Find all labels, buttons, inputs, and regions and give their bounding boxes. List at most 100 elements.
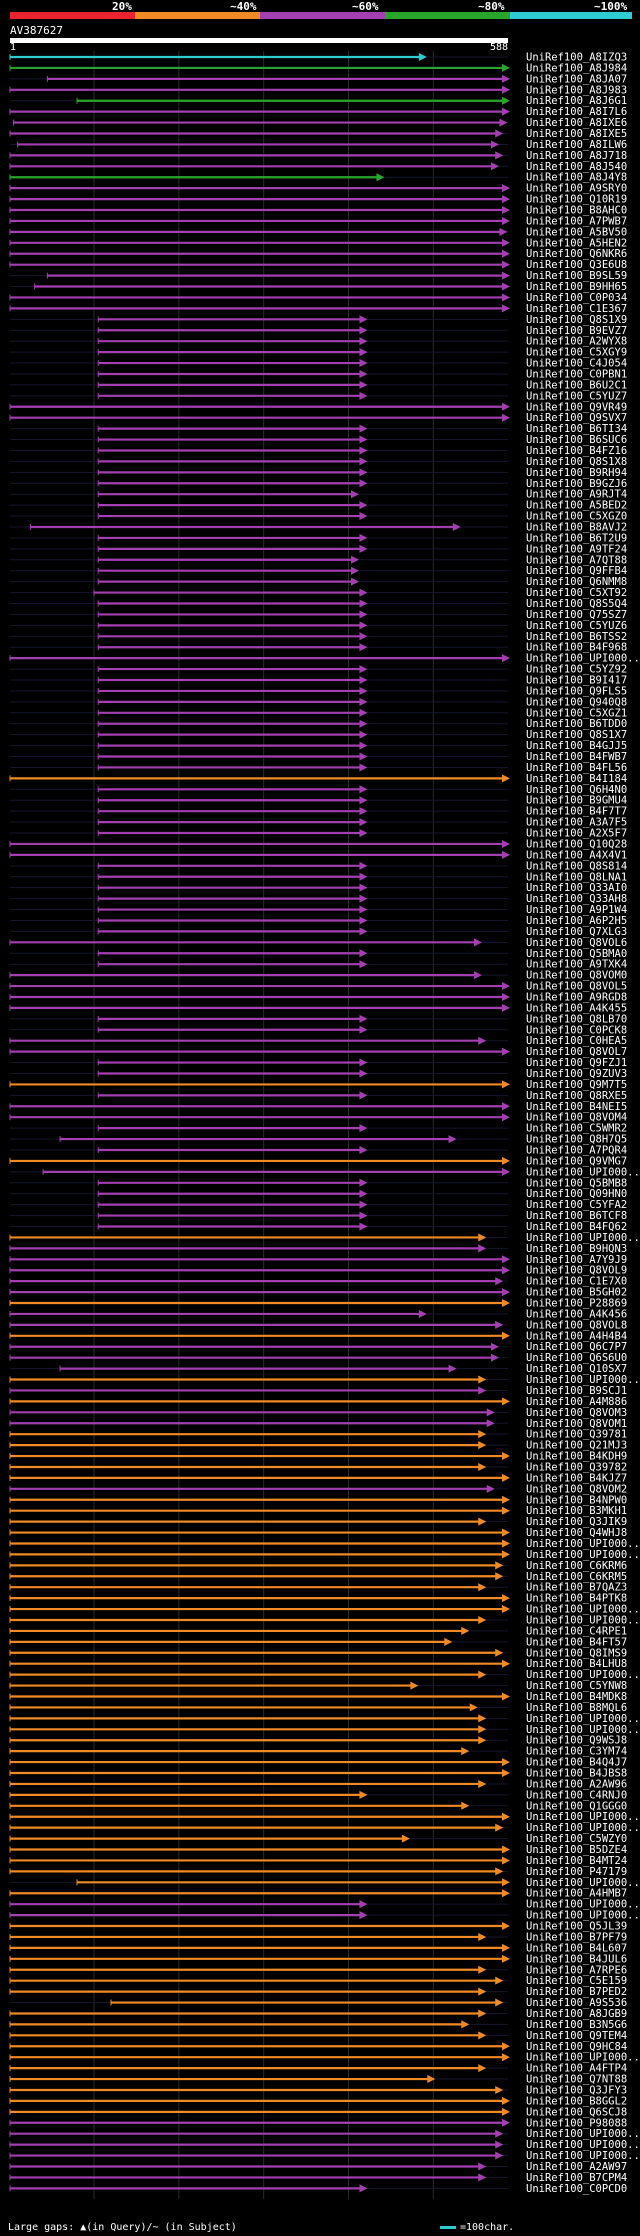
hit-accession-label[interactable]: UniRef100_UPI000... (526, 1374, 640, 1386)
hit-accession-label[interactable]: UniRef100_A7Y9J9 (526, 1254, 627, 1266)
hit-accession-label[interactable]: UniRef100_A2AW96 (526, 1778, 627, 1790)
hit-accession-label[interactable]: UniRef100_Q7NT88 (526, 2074, 627, 2086)
hit-accession-label[interactable]: UniRef100_Q8VOL6 (526, 937, 627, 949)
hit-accession-label[interactable]: UniRef100_B4FWB7 (526, 751, 627, 763)
hit-accession-label[interactable]: UniRef100_B8AVJ2 (526, 521, 627, 533)
hit-accession-label[interactable]: UniRef100_Q39781 (526, 1429, 627, 1441)
hit-accession-label[interactable]: UniRef100_UPI000... (526, 1538, 640, 1550)
hit-accession-label[interactable]: UniRef100_UPI000... (526, 1549, 640, 1561)
hit-accession-label[interactable]: UniRef100_Q8H7Q5 (526, 1134, 627, 1146)
hit-accession-label[interactable]: UniRef100_A8IZQ3 (526, 52, 627, 64)
hit-accession-label[interactable]: UniRef100_B4KDH9 (526, 1451, 627, 1463)
hit-accession-label[interactable]: UniRef100_B6TSS2 (526, 631, 627, 643)
hit-accession-label[interactable]: UniRef100_C5YNW8 (526, 1680, 627, 1692)
hit-accession-label[interactable]: UniRef100_B9HQN3 (526, 1243, 627, 1255)
hit-accession-label[interactable]: UniRef100_A8J540 (526, 161, 627, 173)
hit-accession-label[interactable]: UniRef100_A7RPE6 (526, 1964, 627, 1976)
hit-accession-label[interactable]: UniRef100_Q8VOM3 (526, 1407, 627, 1419)
hit-accession-label[interactable]: UniRef100_Q1GGG0 (526, 1800, 627, 1812)
hit-accession-label[interactable]: UniRef100_B9HH65 (526, 281, 627, 293)
hit-accession-label[interactable]: UniRef100_A4FTP4 (526, 2063, 627, 2075)
hit-accession-label[interactable]: UniRef100_A8J4Y8 (526, 172, 627, 184)
hit-accession-label[interactable]: UniRef100_C4RNJ0 (526, 1789, 627, 1801)
hit-accession-label[interactable]: UniRef100_Q8IMS9 (526, 1647, 627, 1659)
hit-accession-label[interactable]: UniRef100_A8J984 (526, 62, 627, 74)
hit-accession-label[interactable]: UniRef100_B4MDK8 (526, 1691, 627, 1703)
hit-accession-label[interactable]: UniRef100_C0PCD0 (526, 2183, 627, 2195)
hit-accession-label[interactable]: UniRef100_C0P034 (526, 292, 627, 304)
hit-accession-label[interactable]: UniRef100_Q940Q8 (526, 696, 627, 708)
hit-accession-label[interactable]: UniRef100_C6KRM5 (526, 1571, 627, 1583)
hit-accession-label[interactable]: UniRef100_Q9TEM4 (526, 2030, 627, 2042)
hit-accession-label[interactable]: UniRef100_Q10Q28 (526, 838, 627, 850)
hit-accession-label[interactable]: UniRef100_C4RPE1 (526, 1625, 627, 1637)
hit-accession-label[interactable]: UniRef100_B8GGL2 (526, 2095, 627, 2107)
hit-accession-label[interactable]: UniRef100_B6T2U9 (526, 532, 627, 544)
hit-accession-label[interactable]: UniRef100_B4Q4J7 (526, 1757, 627, 1769)
hit-accession-label[interactable]: UniRef100_A5BED2 (526, 500, 627, 512)
hit-accession-label[interactable]: UniRef100_Q7XLG3 (526, 926, 627, 938)
hit-accession-label[interactable]: UniRef100_Q8VOM1 (526, 1418, 627, 1430)
hit-accession-label[interactable]: UniRef100_Q33AH8 (526, 893, 627, 905)
hit-accession-label[interactable]: UniRef100_A9SRY0 (526, 183, 627, 195)
hit-accession-label[interactable]: UniRef100_C1E7X0 (526, 1276, 627, 1288)
hit-accession-label[interactable]: UniRef100_Q8S5Q4 (526, 598, 627, 610)
hit-accession-label[interactable]: UniRef100_UPI000... (526, 2139, 640, 2151)
hit-accession-label[interactable]: UniRef100_B7PF79 (526, 1931, 627, 1943)
hit-accession-label[interactable]: UniRef100_B9SCJ1 (526, 1385, 627, 1397)
hit-accession-label[interactable]: UniRef100_B9EVZ7 (526, 325, 627, 337)
hit-accession-label[interactable]: UniRef100_A8JGB9 (526, 2008, 627, 2020)
hit-accession-label[interactable]: UniRef100_B4FQ62 (526, 1221, 627, 1233)
hit-accession-label[interactable]: UniRef100_B9RH94 (526, 467, 627, 479)
hit-accession-label[interactable]: UniRef100_UPI000... (526, 1713, 640, 1725)
hit-accession-label[interactable]: UniRef100_Q5JL39 (526, 1921, 627, 1933)
hit-accession-label[interactable]: UniRef100_C5YFA2 (526, 1199, 627, 1211)
hit-accession-label[interactable]: UniRef100_B6U2C1 (526, 379, 627, 391)
hit-accession-label[interactable]: UniRef100_Q6S6U0 (526, 1352, 627, 1364)
hit-accession-label[interactable]: UniRef100_Q9WSJ8 (526, 1735, 627, 1747)
hit-accession-label[interactable]: UniRef100_Q75SZ7 (526, 609, 627, 621)
hit-accession-label[interactable]: UniRef100_Q9ZUV3 (526, 1068, 627, 1080)
hit-accession-label[interactable]: UniRef100_C1E367 (526, 303, 627, 315)
hit-accession-label[interactable]: UniRef100_Q9M7T5 (526, 1079, 627, 1091)
hit-accession-label[interactable]: UniRef100_C6KRM6 (526, 1560, 627, 1572)
hit-accession-label[interactable]: UniRef100_UPI000... (526, 1811, 640, 1823)
hit-accession-label[interactable]: UniRef100_A9S536 (526, 1997, 627, 2009)
hit-accession-label[interactable]: UniRef100_Q9VR49 (526, 401, 627, 413)
hit-accession-label[interactable]: UniRef100_P47179 (526, 1866, 627, 1878)
hit-accession-label[interactable]: UniRef100_Q8S1X9 (526, 314, 627, 326)
hit-accession-label[interactable]: UniRef100_Q9VMG7 (526, 1155, 627, 1167)
hit-accession-label[interactable]: UniRef100_C5XGY9 (526, 347, 627, 359)
hit-accession-label[interactable]: UniRef100_Q8VOM4 (526, 1112, 627, 1124)
hit-accession-label[interactable]: UniRef100_C5YUZ7 (526, 390, 627, 402)
hit-accession-label[interactable]: UniRef100_A9TF24 (526, 543, 627, 555)
hit-accession-label[interactable]: UniRef100_UPI000... (526, 2128, 640, 2140)
hit-accession-label[interactable]: UniRef100_B3N5G6 (526, 2019, 627, 2031)
hit-accession-label[interactable]: UniRef100_B4LHU8 (526, 1658, 627, 1670)
hit-accession-label[interactable]: UniRef100_A4K456 (526, 1308, 627, 1320)
hit-accession-label[interactable]: UniRef100_A8I7L6 (526, 106, 627, 118)
hit-accession-label[interactable]: UniRef100_Q6H4N0 (526, 784, 627, 796)
hit-accession-label[interactable]: UniRef100_Q10SX7 (526, 1363, 627, 1375)
hit-accession-label[interactable]: UniRef100_A3A7F5 (526, 817, 627, 829)
hit-accession-label[interactable]: UniRef100_A7QT88 (526, 554, 627, 566)
hit-accession-label[interactable]: UniRef100_UPI000... (526, 1166, 640, 1178)
hit-accession-label[interactable]: UniRef100_Q5BMB8 (526, 1177, 627, 1189)
hit-accession-label[interactable]: UniRef100_Q39782 (526, 1461, 627, 1473)
hit-accession-label[interactable]: UniRef100_B6TI34 (526, 423, 627, 435)
hit-accession-label[interactable]: UniRef100_A8J718 (526, 150, 627, 162)
hit-accession-label[interactable]: UniRef100_Q9HC84 (526, 2041, 627, 2053)
hit-accession-label[interactable]: UniRef100_B7CPM4 (526, 2172, 627, 2184)
hit-accession-label[interactable]: UniRef100_Q8S1X7 (526, 729, 627, 741)
hit-accession-label[interactable]: UniRef100_Q8VOL8 (526, 1319, 627, 1331)
hit-accession-label[interactable]: UniRef100_B4JBS8 (526, 1768, 627, 1780)
hit-accession-label[interactable]: UniRef100_B8AHC0 (526, 205, 627, 217)
hit-accession-label[interactable]: UniRef100_Q8S1X8 (526, 456, 627, 468)
hit-accession-label[interactable]: UniRef100_A5HEN2 (526, 237, 627, 249)
hit-accession-label[interactable]: UniRef100_C0PBN1 (526, 368, 627, 380)
hit-accession-label[interactable]: UniRef100_A4H4B4 (526, 1330, 627, 1342)
hit-accession-label[interactable]: UniRef100_A8ILW6 (526, 139, 627, 151)
hit-accession-label[interactable]: UniRef100_A9P1W4 (526, 904, 627, 916)
hit-accession-label[interactable]: UniRef100_A7PWB7 (526, 215, 627, 227)
hit-accession-label[interactable]: UniRef100_A9RJT4 (526, 489, 627, 501)
